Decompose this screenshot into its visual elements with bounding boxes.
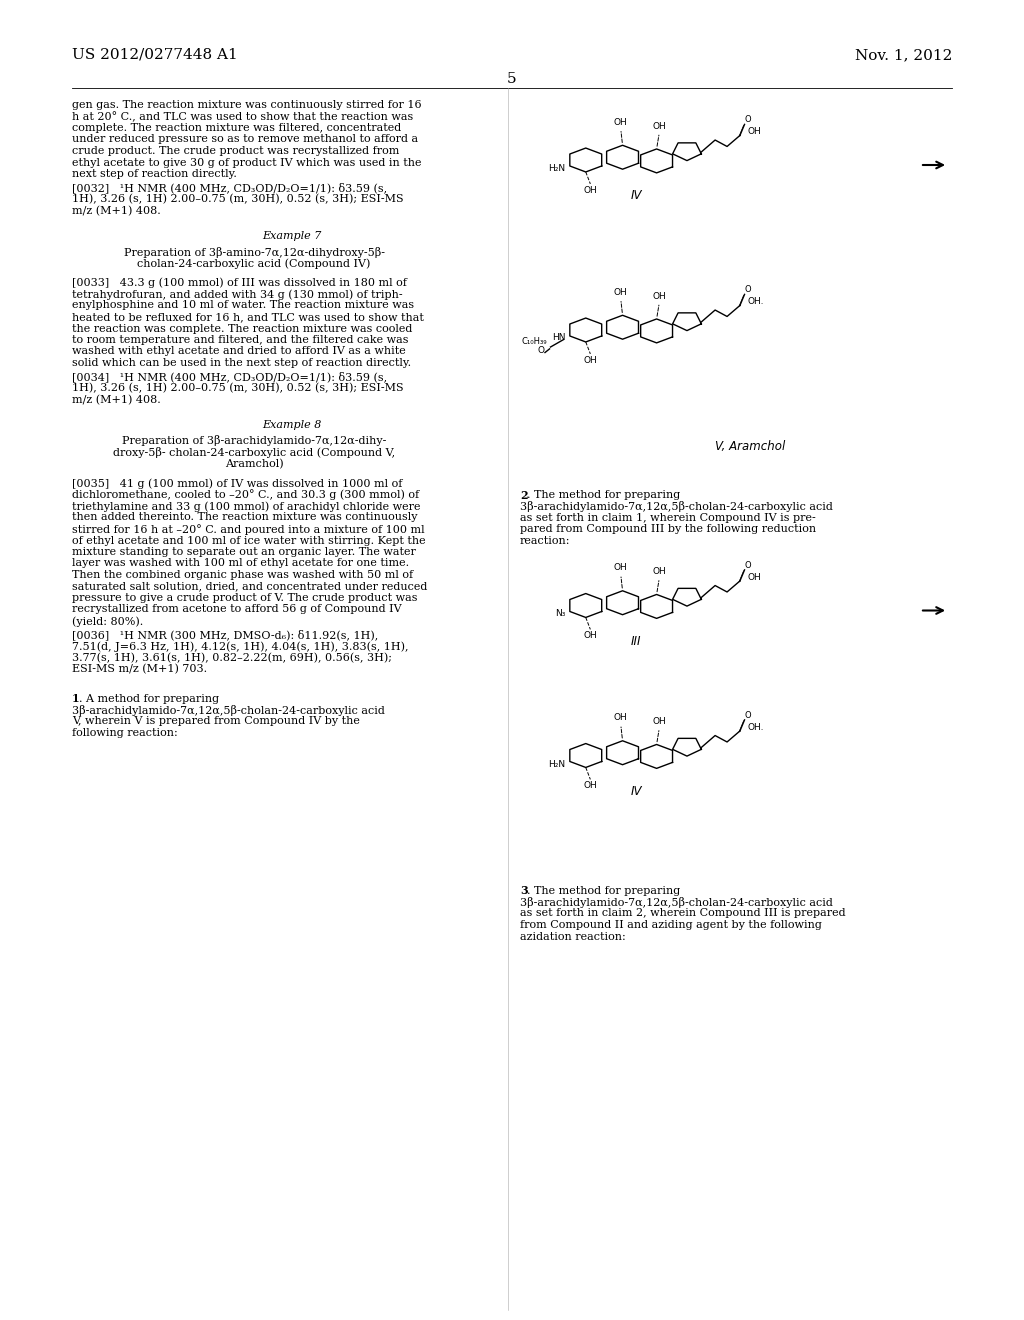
Text: O: O [744,561,752,570]
Text: OH.: OH. [748,723,764,731]
Text: cholan-24-carboxylic acid (Compound IV): cholan-24-carboxylic acid (Compound IV) [137,257,371,268]
Text: Nov. 1, 2012: Nov. 1, 2012 [855,48,952,62]
Text: V, Aramchol: V, Aramchol [715,440,785,453]
Text: m/z (M+1) 408.: m/z (M+1) 408. [72,395,161,405]
Text: Preparation of 3β-arachidylamido-7α,12α-dihy-: Preparation of 3β-arachidylamido-7α,12α-… [122,436,386,446]
Text: 3.77(s, 1H), 3.61(s, 1H), 0.82–2.22(m, 69H), 0.56(s, 3H);: 3.77(s, 1H), 3.61(s, 1H), 0.82–2.22(m, 6… [72,652,392,663]
Text: [0032]   ¹H NMR (400 MHz, CD₃OD/D₂O=1/1): δ3.59 (s,: [0032] ¹H NMR (400 MHz, CD₃OD/D₂O=1/1): … [72,182,387,193]
Text: . The method for preparing: . The method for preparing [527,490,680,500]
Text: O: O [744,711,752,719]
Text: OH: OH [613,288,628,297]
Text: OH: OH [584,186,597,195]
Text: V, wherein V is prepared from Compound IV by the: V, wherein V is prepared from Compound I… [72,717,359,726]
Text: m/z (M+1) 408.: m/z (M+1) 408. [72,206,161,215]
Text: of ethyl acetate and 100 ml of ice water with stirring. Kept the: of ethyl acetate and 100 ml of ice water… [72,536,426,545]
Text: 5: 5 [507,73,517,86]
Text: HN: HN [552,334,565,342]
Text: 2: 2 [520,490,527,502]
Text: 1H), 3.26 (s, 1H) 2.00–0.75 (m, 30H), 0.52 (s, 3H); ESI-MS: 1H), 3.26 (s, 1H) 2.00–0.75 (m, 30H), 0.… [72,194,403,205]
Text: N₃: N₃ [555,609,565,618]
Text: (yield: 80%).: (yield: 80%). [72,616,143,627]
Text: C₁₀H₃₉: C₁₀H₃₉ [521,337,547,346]
Text: azidation reaction:: azidation reaction: [520,932,626,941]
Text: OH: OH [748,127,761,136]
Text: 1: 1 [72,693,80,705]
Text: OH: OH [652,121,667,131]
Text: stirred for 16 h at –20° C. and poured into a mixture of 100 ml: stirred for 16 h at –20° C. and poured i… [72,524,425,535]
Text: mixture standing to separate out an organic layer. The water: mixture standing to separate out an orga… [72,546,416,557]
Text: pared from Compound III by the following reduction: pared from Compound III by the following… [520,524,816,535]
Text: crude product. The crude product was recrystallized from: crude product. The crude product was rec… [72,147,399,156]
Text: OH: OH [652,568,667,576]
Text: H₂N: H₂N [548,164,565,173]
Text: gen gas. The reaction mixture was continuously stirred for 16: gen gas. The reaction mixture was contin… [72,100,422,110]
Text: solid which can be used in the next step of reaction directly.: solid which can be used in the next step… [72,358,411,368]
Text: Aramchol): Aramchol) [224,458,284,469]
Text: as set forth in claim 1, wherein Compound IV is pre-: as set forth in claim 1, wherein Compoun… [520,513,816,523]
Text: OH: OH [613,564,628,573]
Text: heated to be refluxed for 16 h, and TLC was used to show that: heated to be refluxed for 16 h, and TLC … [72,312,424,322]
Text: 3β-arachidylamido-7α,12α,5β-cholan-24-carboxylic acid: 3β-arachidylamido-7α,12α,5β-cholan-24-ca… [520,502,833,512]
Text: US 2012/0277448 A1: US 2012/0277448 A1 [72,48,238,62]
Text: . The method for preparing: . The method for preparing [527,886,680,895]
Text: III: III [631,635,642,648]
Text: pressure to give a crude product of V. The crude product was: pressure to give a crude product of V. T… [72,593,418,603]
Text: recrystallized from acetone to afford 56 g of Compound IV: recrystallized from acetone to afford 56… [72,605,401,615]
Text: complete. The reaction mixture was filtered, concentrated: complete. The reaction mixture was filte… [72,123,401,133]
Text: IV: IV [631,785,642,797]
Text: OH: OH [613,713,628,722]
Text: OH: OH [652,717,667,726]
Text: OH: OH [748,573,761,582]
Text: 3β-arachidylamido-7α,12α,5β-cholan-24-carboxylic acid: 3β-arachidylamido-7α,12α,5β-cholan-24-ca… [72,705,385,715]
Text: [0034]   ¹H NMR (400 MHz, CD₃OD/D₂O=1/1): δ3.59 (s,: [0034] ¹H NMR (400 MHz, CD₃OD/D₂O=1/1): … [72,371,387,383]
Text: enylphosphine and 10 ml of water. The reaction mixture was: enylphosphine and 10 ml of water. The re… [72,301,414,310]
Text: ethyl acetate to give 30 g of product IV which was used in the: ethyl acetate to give 30 g of product IV… [72,157,422,168]
Text: IV: IV [631,190,642,202]
Text: Example 8: Example 8 [262,420,322,430]
Text: OH: OH [613,117,628,127]
Text: next step of reaction directly.: next step of reaction directly. [72,169,237,180]
Text: then added thereinto. The reaction mixture was continuously: then added thereinto. The reaction mixtu… [72,512,418,523]
Text: triethylamine and 33 g (100 mmol) of arachidyl chloride were: triethylamine and 33 g (100 mmol) of ara… [72,502,421,512]
Text: the reaction was complete. The reaction mixture was cooled: the reaction was complete. The reaction … [72,323,413,334]
Text: O: O [744,115,752,124]
Text: OH: OH [584,631,597,640]
Text: saturated salt solution, dried, and concentrated under reduced: saturated salt solution, dried, and conc… [72,582,427,591]
Text: O: O [744,285,752,294]
Text: OH: OH [652,292,667,301]
Text: to room temperature and filtered, and the filtered cake was: to room temperature and filtered, and th… [72,335,409,345]
Text: 1H), 3.26 (s, 1H) 2.00–0.75 (m, 30H), 0.52 (s, 3H); ESI-MS: 1H), 3.26 (s, 1H) 2.00–0.75 (m, 30H), 0.… [72,383,403,393]
Text: OH: OH [584,781,597,791]
Text: Preparation of 3β-amino-7α,12α-dihydroxy-5β-: Preparation of 3β-amino-7α,12α-dihydroxy… [124,247,384,257]
Text: reaction:: reaction: [520,536,570,546]
Text: Example 7: Example 7 [262,231,322,242]
Text: OH: OH [584,356,597,364]
Text: under reduced pressure so as to remove methanol to afford a: under reduced pressure so as to remove m… [72,135,418,144]
Text: [0035]   41 g (100 mmol) of IV was dissolved in 1000 ml of: [0035] 41 g (100 mmol) of IV was dissolv… [72,478,402,488]
Text: H₂N: H₂N [548,760,565,768]
Text: 3β-arachidylamido-7α,12α,5β-cholan-24-carboxylic acid: 3β-arachidylamido-7α,12α,5β-cholan-24-ca… [520,898,833,908]
Text: OH.: OH. [748,297,764,306]
Text: washed with ethyl acetate and dried to afford IV as a white: washed with ethyl acetate and dried to a… [72,346,406,356]
Text: h at 20° C., and TLC was used to show that the reaction was: h at 20° C., and TLC was used to show th… [72,111,414,123]
Text: 3: 3 [520,886,527,896]
Text: following reaction:: following reaction: [72,729,178,738]
Text: from Compound II and aziding agent by the following: from Compound II and aziding agent by th… [520,920,822,931]
Text: tetrahydrofuran, and added with 34 g (130 mmol) of triph-: tetrahydrofuran, and added with 34 g (13… [72,289,402,300]
Text: droxy-5β- cholan-24-carboxylic acid (Compound V,: droxy-5β- cholan-24-carboxylic acid (Com… [113,447,395,458]
Text: O: O [538,346,545,355]
Text: . A method for preparing: . A method for preparing [79,693,219,704]
Text: dichloromethane, cooled to –20° C., and 30.3 g (300 mmol) of: dichloromethane, cooled to –20° C., and … [72,490,419,500]
Text: [0033]   43.3 g (100 mmol) of III was dissolved in 180 ml of: [0033] 43.3 g (100 mmol) of III was diss… [72,277,407,288]
Text: as set forth in claim 2, wherein Compound III is prepared: as set forth in claim 2, wherein Compoun… [520,908,846,919]
Text: Then the combined organic phase was washed with 50 ml of: Then the combined organic phase was wash… [72,570,413,579]
Text: layer was washed with 100 ml of ethyl acetate for one time.: layer was washed with 100 ml of ethyl ac… [72,558,410,569]
Text: ESI-MS m/z (M+1) 703.: ESI-MS m/z (M+1) 703. [72,664,207,675]
Text: [0036]   ¹H NMR (300 MHz, DMSO-d₆): δ11.92(s, 1H),: [0036] ¹H NMR (300 MHz, DMSO-d₆): δ11.92… [72,630,378,640]
Text: 7.51(d, J=6.3 Hz, 1H), 4.12(s, 1H), 4.04(s, 1H), 3.83(s, 1H),: 7.51(d, J=6.3 Hz, 1H), 4.12(s, 1H), 4.04… [72,642,409,652]
